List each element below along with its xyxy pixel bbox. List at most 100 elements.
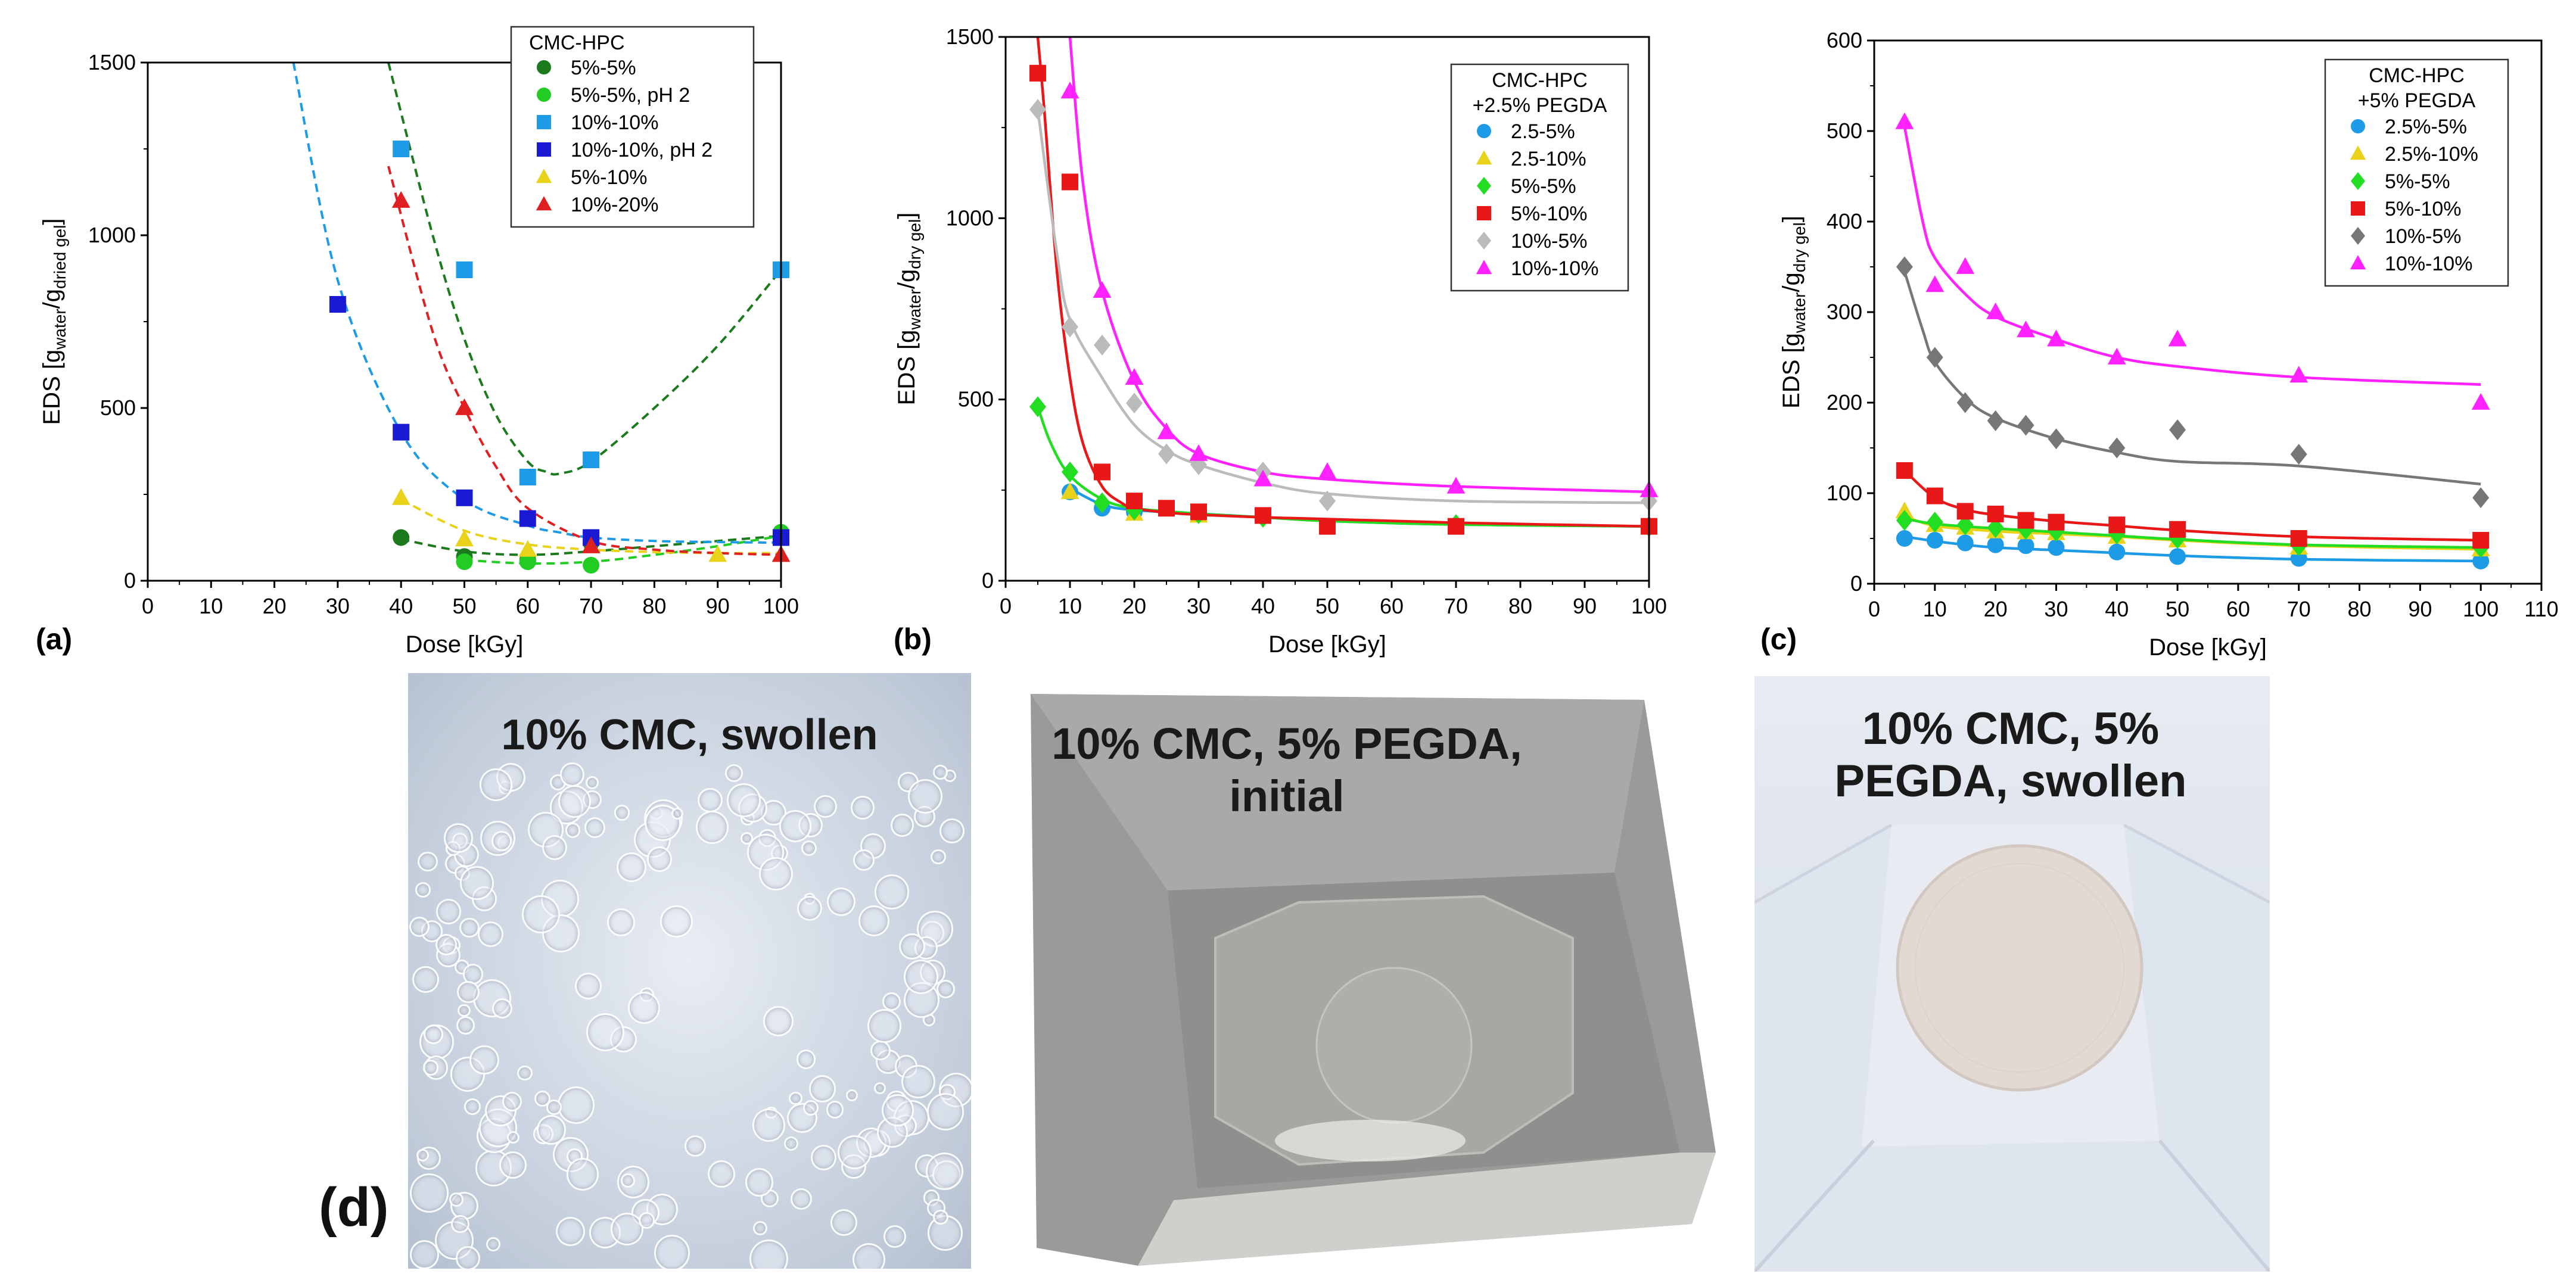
bubble bbox=[749, 1239, 789, 1269]
bubble bbox=[797, 896, 822, 921]
legend-title: +5% PEGDA bbox=[2358, 89, 2476, 112]
bubble bbox=[827, 887, 856, 916]
data-point bbox=[1926, 487, 1943, 504]
data-point bbox=[1987, 410, 2004, 431]
x-tick-label: 90 bbox=[706, 594, 730, 618]
y-axis-label-part: [g bbox=[1778, 333, 1805, 353]
panel-label: (b) bbox=[894, 622, 932, 656]
legend-marker bbox=[2351, 227, 2365, 245]
data-point bbox=[2472, 487, 2490, 509]
bubble bbox=[901, 1064, 935, 1099]
bubble bbox=[745, 1168, 774, 1197]
y-axis-label: EDS [gwater/gdried gel] bbox=[39, 218, 69, 425]
data-point bbox=[1094, 492, 1110, 513]
swollen-boat-graphic bbox=[1754, 823, 2270, 1272]
data-point bbox=[708, 545, 727, 562]
bubble bbox=[907, 778, 942, 814]
bubble bbox=[491, 830, 512, 851]
bubble bbox=[566, 1158, 599, 1191]
bubble bbox=[852, 1243, 885, 1269]
x-axis-label: Dose [kGy] bbox=[2149, 634, 2267, 661]
legend-marker bbox=[536, 196, 552, 211]
y-tick-label: 300 bbox=[1827, 300, 1862, 324]
data-point bbox=[1896, 462, 1913, 479]
y-tick-label: 0 bbox=[124, 568, 136, 593]
y-tick-label: 100 bbox=[1827, 481, 1862, 505]
data-point bbox=[1190, 503, 1207, 521]
data-point bbox=[455, 398, 474, 415]
bubble bbox=[783, 1136, 798, 1151]
bubble bbox=[574, 972, 602, 1000]
data-point bbox=[1255, 507, 1271, 524]
legend-box bbox=[510, 26, 755, 228]
data-point bbox=[2169, 419, 2186, 441]
legend-title: +2.5% PEGDA bbox=[1473, 94, 1607, 117]
x-tick-label: 60 bbox=[2226, 597, 2250, 621]
bubble bbox=[801, 840, 817, 857]
data-point bbox=[2108, 543, 2126, 560]
bubble bbox=[933, 765, 948, 780]
data-point bbox=[2169, 548, 2186, 565]
bubble bbox=[558, 1086, 595, 1124]
y-axis-label-part: ] bbox=[39, 218, 65, 225]
fit-curve-1-4 bbox=[1036, 109, 1649, 504]
data-point bbox=[1895, 112, 1914, 129]
bubble bbox=[779, 810, 811, 842]
data-point bbox=[1029, 396, 1046, 418]
data-point bbox=[1956, 257, 1975, 274]
x-tick-label: 50 bbox=[2166, 597, 2189, 621]
legend-label: 10%-10%, pH 2 bbox=[571, 139, 713, 161]
data-point bbox=[456, 553, 473, 571]
bubble bbox=[537, 1115, 567, 1145]
bubble bbox=[410, 1240, 439, 1269]
x-tick-label: 90 bbox=[2408, 597, 2432, 621]
data-point bbox=[1926, 512, 1943, 533]
data-point bbox=[1126, 493, 1143, 510]
y-axis-label-main: EDS bbox=[894, 350, 920, 405]
y-tick-label: 600 bbox=[1827, 28, 1862, 52]
photo-pegda-swollen: 10% CMC, 5% PEGDA, swollen bbox=[1754, 676, 2270, 1272]
y-tick-label: 1000 bbox=[946, 205, 994, 230]
x-tick-label: 70 bbox=[579, 594, 603, 618]
x-tick-label: 80 bbox=[2348, 597, 2372, 621]
weighing-boat-graphic bbox=[1031, 694, 1716, 1266]
bubble bbox=[459, 917, 480, 938]
y-axis-label-part: /g bbox=[39, 289, 65, 309]
legend-label: 10%-10% bbox=[2385, 253, 2472, 275]
bubble bbox=[450, 1214, 469, 1234]
x-axis-label: Dose [kGy] bbox=[1268, 631, 1386, 658]
y-tick-label: 400 bbox=[1827, 209, 1862, 233]
data-point bbox=[2471, 393, 2490, 410]
data-point bbox=[1319, 518, 1336, 535]
x-tick-label: 0 bbox=[1868, 597, 1880, 621]
bubble bbox=[617, 852, 647, 883]
bubble bbox=[586, 1013, 624, 1052]
bubble bbox=[707, 1160, 735, 1188]
bubble bbox=[409, 1173, 449, 1213]
data-point bbox=[1253, 469, 1273, 487]
bubble bbox=[638, 1212, 655, 1229]
data-point bbox=[2017, 320, 2035, 338]
y-axis-label-part: ] bbox=[894, 213, 920, 219]
data-point bbox=[1956, 534, 1974, 552]
data-point bbox=[1062, 316, 1078, 338]
legend-label: 5%-5%, pH 2 bbox=[571, 84, 690, 107]
data-point bbox=[1060, 482, 1079, 499]
data-point bbox=[1448, 518, 1464, 535]
bubble bbox=[416, 1149, 429, 1162]
bubble bbox=[808, 1075, 836, 1103]
y-axis-label-part: /g bbox=[894, 269, 920, 289]
x-tick-label: 60 bbox=[516, 594, 540, 618]
y-axis-label-part: [g bbox=[39, 350, 65, 369]
bubble bbox=[542, 835, 567, 860]
legend-label: 5%-5% bbox=[571, 57, 636, 79]
legend-marker bbox=[1477, 206, 1491, 220]
photo-1-caption: 10% CMC, swollen bbox=[501, 711, 878, 759]
y-axis-label-part: dry gel bbox=[1790, 222, 1809, 272]
bubble bbox=[435, 934, 457, 956]
data-point bbox=[1093, 281, 1112, 298]
bubble bbox=[456, 1016, 475, 1035]
data-point bbox=[519, 553, 536, 571]
data-point bbox=[1126, 393, 1143, 414]
x-tick-label: 0 bbox=[142, 594, 154, 618]
